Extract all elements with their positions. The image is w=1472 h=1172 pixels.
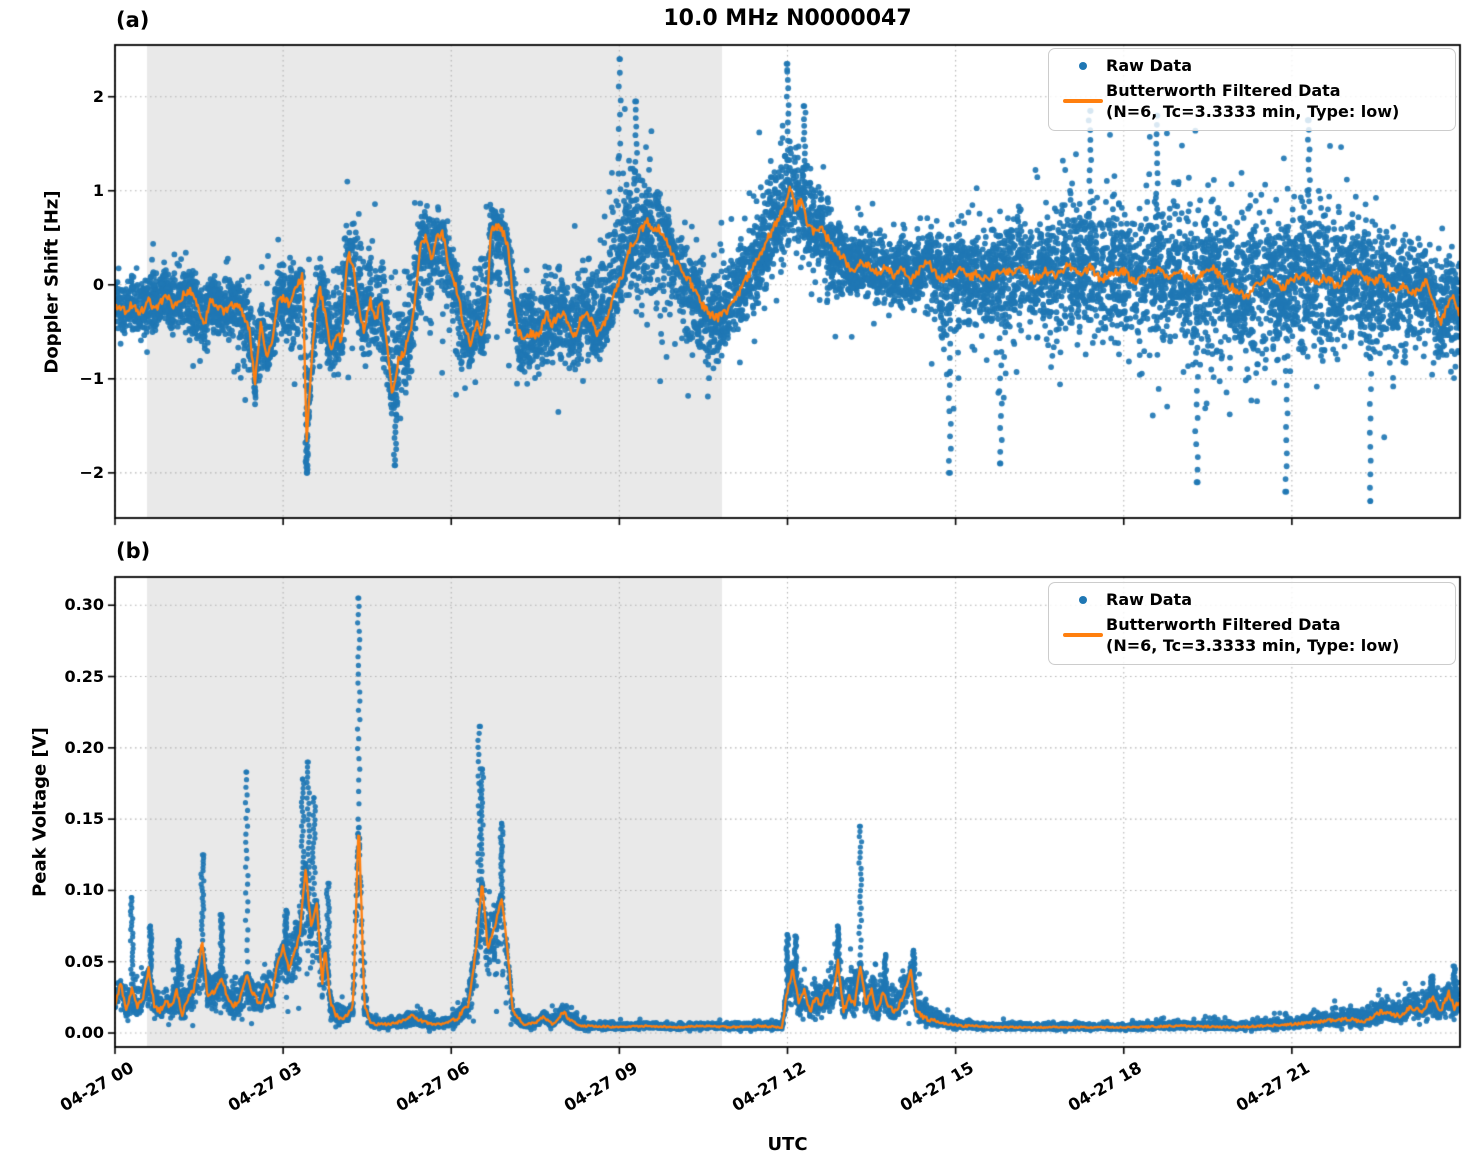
legend-entry-filtered: Butterworth Filtered Data (N=6, Tc=3.3333… (1060, 80, 1444, 123)
legend-entry-filtered: Butterworth Filtered Data (N=6, Tc=3.3333… (1060, 614, 1444, 657)
y-tick-label: 0.10 (64, 880, 104, 900)
legend-entry-raw: Raw Data (1060, 55, 1444, 77)
legend-raw-label: Raw Data (1106, 590, 1192, 609)
legend-panel-b: Raw Data Butterworth Filtered Data (N=6, … (1048, 582, 1456, 665)
y-tick-label: 0.15 (64, 809, 104, 829)
raw-data-marker-icon (1060, 61, 1106, 70)
y-tick-label: 0.00 (64, 1023, 104, 1043)
y-tick-label: −2 (79, 462, 104, 482)
filtered-line-marker-icon (1060, 99, 1106, 103)
raw-data-marker-icon (1060, 595, 1106, 604)
legend-filtered-label: Butterworth Filtered Data (N=6, Tc=3.3333… (1106, 614, 1400, 656)
y-tick-label: 1 (92, 180, 104, 200)
chart-title: 10.0 MHz N0000047 (663, 6, 912, 31)
y-tick-label: −1 (79, 368, 104, 388)
y-tick-label: 0.20 (64, 737, 104, 757)
panel-b-tag: (b) (116, 539, 151, 563)
y-tick-label: 0.05 (64, 951, 104, 971)
legend-filtered-label: Butterworth Filtered Data (N=6, Tc=3.3333… (1106, 80, 1400, 122)
y-tick-label: 0 (92, 274, 104, 294)
y-tick-label: 0.25 (64, 666, 104, 686)
y-tick-label: 2 (92, 86, 104, 106)
legend-panel-a: Raw Data Butterworth Filtered Data (N=6, … (1048, 48, 1456, 131)
x-axis-label: UTC (767, 1134, 808, 1155)
panel-a-tag: (a) (116, 8, 150, 32)
legend-entry-raw: Raw Data (1060, 589, 1444, 611)
filtered-line-marker-icon (1060, 633, 1106, 637)
legend-raw-label: Raw Data (1106, 56, 1192, 75)
y-tick-label: 0.30 (64, 595, 104, 615)
